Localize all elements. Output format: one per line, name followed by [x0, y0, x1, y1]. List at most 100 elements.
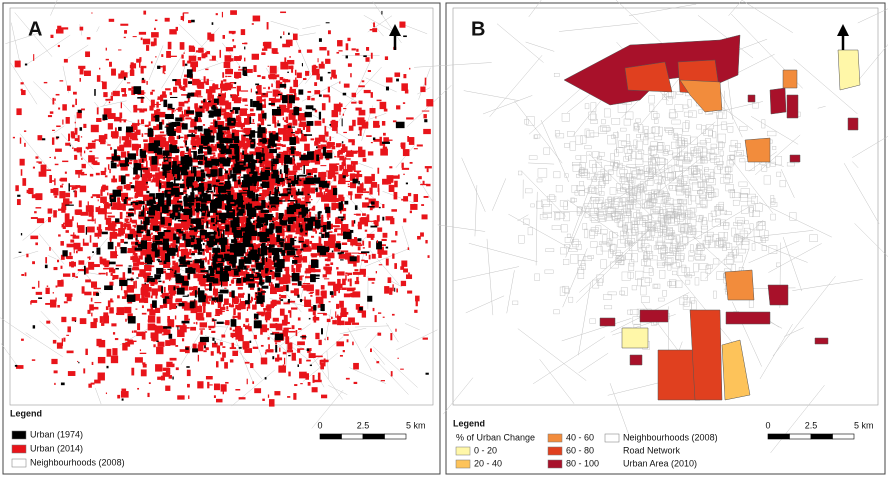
urban-patch — [246, 306, 249, 311]
urban-patch — [165, 367, 171, 374]
urban-patch — [87, 256, 89, 259]
urban-patch — [147, 211, 149, 215]
urban-patch — [291, 248, 298, 251]
urban-patch — [133, 224, 137, 228]
urban-patch — [314, 120, 322, 126]
urban-patch — [96, 247, 101, 255]
urban-patch — [127, 301, 133, 304]
urban-patch — [56, 342, 63, 349]
urban-patch — [127, 248, 135, 254]
urban-patch — [130, 63, 137, 69]
urban-patch — [375, 220, 377, 224]
urban-patch — [71, 147, 74, 149]
urban-patch — [287, 59, 295, 65]
urban-patch — [89, 150, 93, 153]
urban-patch — [213, 108, 222, 117]
urban-patch — [257, 186, 264, 190]
urban-patch — [362, 158, 367, 162]
urban-patch — [149, 265, 152, 272]
urban-patch — [35, 193, 43, 201]
urban-patch — [188, 227, 196, 231]
road — [792, 279, 863, 291]
urban-patch — [221, 143, 224, 148]
urban-patch — [264, 139, 270, 145]
urban-patch — [175, 298, 183, 303]
urban-patch — [38, 171, 47, 177]
urban-patch — [31, 286, 36, 289]
urban-patch — [57, 44, 60, 48]
urban-patch — [123, 290, 125, 294]
urban-patch — [287, 199, 296, 202]
road — [514, 100, 563, 164]
urban-patch — [140, 65, 147, 69]
urban-patch — [373, 22, 375, 28]
urban-patch — [93, 291, 99, 296]
urban-patch — [214, 292, 218, 297]
urban-patch — [165, 385, 171, 391]
urban-patch — [142, 194, 151, 202]
urban-patch — [206, 221, 209, 229]
urban-patch — [300, 159, 303, 166]
urban-patch — [222, 219, 229, 223]
urban-patch — [141, 305, 144, 309]
urban-patch — [53, 340, 56, 344]
urban-patch — [288, 204, 297, 212]
urban-patch — [266, 155, 274, 159]
urban-patch — [230, 280, 235, 284]
urban-patch — [133, 86, 142, 95]
urban-patch — [355, 53, 360, 56]
urban-patch — [254, 147, 257, 155]
urban-patch — [341, 287, 347, 291]
urban-patch — [216, 220, 224, 222]
urban-patch — [207, 180, 215, 184]
urban-patch — [266, 186, 274, 191]
urban-patch — [244, 104, 249, 106]
road — [852, 135, 888, 158]
urban-patch — [74, 127, 78, 135]
urban-patch — [223, 79, 227, 82]
urban-patch — [337, 271, 345, 276]
urban-patch — [210, 136, 216, 138]
urban-patch — [324, 232, 330, 238]
urban-patch — [100, 137, 106, 145]
urban-patch — [244, 257, 252, 264]
urban-patch — [190, 199, 197, 207]
urban-patch — [23, 130, 27, 132]
urban-patch — [298, 223, 301, 228]
urban-patch — [255, 91, 258, 94]
urban-patch — [269, 196, 278, 205]
urban-patch — [319, 152, 323, 160]
urban-patch — [253, 271, 255, 273]
urban-patch — [221, 217, 226, 224]
neighbourhood-line — [417, 177, 434, 203]
urban-patch — [121, 398, 124, 401]
urban-patch — [302, 217, 305, 222]
urban-patch — [330, 76, 332, 80]
urban-patch — [259, 233, 267, 243]
urban-patch — [353, 150, 358, 154]
urban-patch — [81, 286, 85, 294]
urban-patch — [183, 155, 192, 161]
urban-patch — [236, 213, 239, 218]
urban-patch — [238, 195, 243, 204]
urban-patch — [242, 142, 249, 149]
urban-patch — [217, 300, 222, 309]
urban-patch — [116, 254, 119, 256]
urban-patch — [103, 92, 108, 98]
neighbourhood-line — [347, 327, 372, 371]
urban-patch — [203, 212, 209, 219]
urban-patch — [109, 236, 112, 241]
urban-patch — [115, 218, 120, 223]
urban-patch — [300, 200, 305, 208]
urban-patch — [116, 186, 119, 190]
neighbourhood-line — [197, 61, 224, 72]
urban-patch — [282, 329, 288, 337]
urban-patch — [206, 312, 212, 318]
urban-patch — [55, 148, 62, 152]
urban-patch — [263, 145, 269, 153]
urban-patch — [168, 156, 172, 165]
urban-patch — [276, 156, 284, 164]
urban-patch — [230, 254, 237, 264]
urban-patch — [298, 237, 304, 244]
urban-patch — [153, 116, 160, 118]
